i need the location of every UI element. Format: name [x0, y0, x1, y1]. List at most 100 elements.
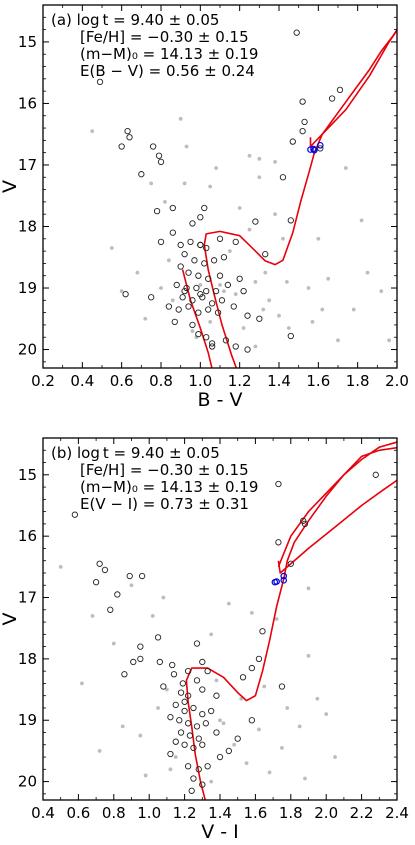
field-star-point [129, 583, 134, 588]
field-star-point [273, 159, 277, 164]
field-star-point [315, 696, 320, 701]
field-star-point [221, 721, 226, 726]
member-star-point [213, 692, 220, 699]
member-star-point [96, 560, 103, 567]
member-star-point [177, 729, 185, 736]
y-tick-label: 20 [18, 773, 37, 791]
field-star-point [184, 144, 189, 149]
member-star-point [317, 145, 324, 152]
member-star-point [177, 241, 184, 249]
isochrone-line [277, 479, 397, 574]
member-star-point [301, 118, 308, 126]
isochrone-line [203, 28, 397, 368]
field-star-point [208, 319, 213, 324]
field-star-point [303, 776, 307, 781]
member-star-point [244, 312, 251, 319]
field-star-point [90, 129, 95, 134]
field-star-point [261, 307, 266, 312]
x-axis-title: B - V [198, 389, 243, 411]
member-star-point [287, 560, 294, 567]
y-tick-label: 20 [18, 341, 37, 359]
field-star-point [198, 283, 203, 287]
field-star-point [227, 249, 232, 254]
member-star-point [184, 763, 192, 770]
member-star-point [279, 174, 287, 181]
member-star-point [224, 281, 232, 289]
member-star-point [197, 291, 204, 298]
member-star-point [299, 127, 306, 135]
member-star-point [190, 744, 197, 751]
member-star-point [208, 343, 216, 350]
member-star-point [188, 787, 195, 794]
x-tick-label: 1.6 [306, 372, 330, 390]
x-tick-label: 2.0 [385, 372, 409, 390]
field-star-point [218, 283, 222, 287]
parameter-annotation: E(V − I) = 0.73 ± 0.31 [80, 495, 249, 513]
parameter-annotation: E(B − V) = 0.56 ± 0.24 [80, 62, 255, 80]
member-star-point [259, 628, 266, 635]
field-star-point [109, 246, 114, 250]
member-star-point [372, 471, 379, 478]
member-star-point [92, 579, 100, 586]
member-star-point [222, 337, 230, 344]
field-star-point [163, 199, 167, 204]
field-star-point [170, 298, 175, 303]
member-star-point [172, 738, 179, 745]
member-star-point [216, 235, 224, 242]
member-star-point [138, 171, 145, 178]
field-star-point [351, 307, 356, 312]
x-tick-label: 1.4 [267, 372, 291, 390]
field-star-point [273, 212, 277, 217]
member-star-point [275, 480, 282, 488]
field-star-point [111, 641, 116, 646]
highlight-star-point [311, 146, 318, 154]
x-tick-label: 0.4 [31, 804, 55, 822]
member-star-point [197, 214, 204, 221]
x-tick-label: 2.4 [385, 804, 409, 822]
member-star-point [181, 707, 188, 715]
parameter-annotation: [Fe/H] = −0.30 ± 0.15 [80, 461, 249, 479]
member-star-point [240, 287, 247, 295]
isochrone-line [309, 28, 397, 148]
field-star-point [241, 326, 246, 330]
field-star-point [214, 166, 218, 170]
field-star-point [253, 344, 258, 349]
member-star-point [199, 710, 206, 718]
member-star-point [187, 238, 194, 246]
parameter-annotation: (m−M)₀ = 14.13 ± 0.19 [80, 478, 258, 496]
x-tick-label: 0.4 [70, 372, 94, 390]
member-star-point [96, 78, 104, 86]
field-star-point [253, 279, 258, 284]
member-star-point [193, 284, 200, 292]
field-star-point [306, 586, 311, 591]
member-star-point [184, 668, 192, 675]
field-star-point [209, 779, 214, 784]
member-star-point [195, 272, 202, 279]
field-star-point [143, 316, 148, 321]
field-star-point [320, 307, 325, 312]
member-star-point [199, 781, 206, 788]
y-tick-label: 16 [18, 94, 37, 112]
member-star-point [181, 287, 188, 295]
member-star-point [239, 674, 247, 681]
member-star-point [193, 677, 201, 684]
field-star-point [244, 761, 249, 766]
x-tick-label: 1.0 [188, 372, 212, 390]
y-tick-label: 15 [18, 33, 37, 51]
field-star-point [324, 712, 329, 717]
field-star-point [80, 681, 84, 686]
highlight-star-point [316, 141, 324, 149]
member-star-point [189, 297, 196, 304]
member-star-point [176, 717, 183, 724]
field-star-point [286, 326, 291, 330]
member-star-point [199, 294, 206, 301]
field-star-point [239, 696, 244, 701]
member-star-point [137, 655, 144, 663]
field-star-point [333, 755, 337, 759]
field-star-point [306, 286, 311, 290]
member-star-point [287, 332, 294, 340]
member-star-point [177, 689, 185, 696]
member-star-point [255, 655, 263, 663]
field-star-point [156, 706, 160, 710]
member-star-point [248, 717, 256, 724]
